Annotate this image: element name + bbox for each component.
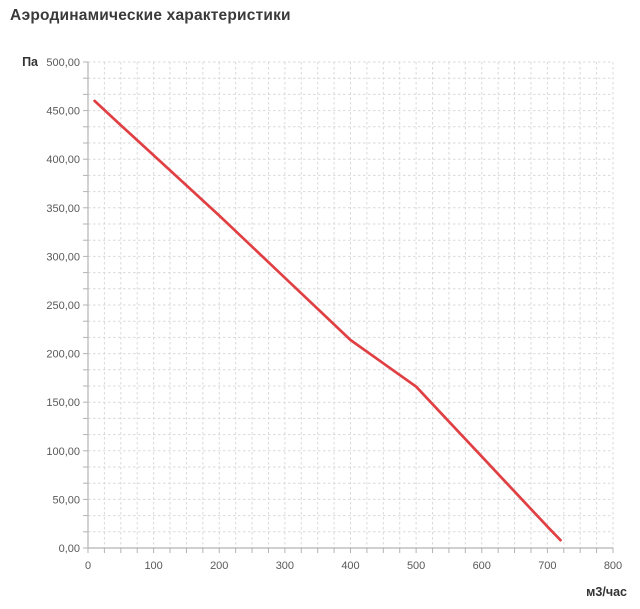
series-layer [93,99,562,542]
chart-title: Аэродинамические характеристики [10,7,291,24]
x-tick-label: 400 [341,560,359,572]
series-line [93,99,562,542]
x-tick-label: 800 [604,560,622,572]
x-tick-label: 200 [210,560,228,572]
y-tick-label: 100,00 [46,446,80,458]
axis-layer [83,61,614,553]
y-tick-label: 350,00 [46,203,80,215]
y-tick-label: 300,00 [46,251,80,263]
y-tick-label: 50,00 [52,494,80,506]
y-tick-label: 450,00 [46,106,80,118]
y-tick-label: 400,00 [46,154,80,166]
y-tick-label: 500,00 [46,57,80,69]
x-tick-label: 300 [276,560,294,572]
y-tick-label: 150,00 [46,397,80,409]
x-tick-label: 600 [473,560,491,572]
x-tick-label: 100 [144,560,162,572]
y-tick-label: 200,00 [46,349,80,361]
y-tick-label: 0,00 [59,543,80,555]
tick-label-layer: 0 100 200 300 400 500 600 700 800 0,00 50,00 100,00… [46,57,622,572]
grid-layer [88,61,614,548]
x-tick-label: 700 [538,560,556,572]
x-axis-unit-label: м3/час [586,585,627,599]
y-tick-label: 250,00 [46,300,80,312]
x-tick-label: 500 [407,560,425,572]
y-axis-unit-label: Па [22,55,39,69]
x-tick-label: 0 [85,560,91,572]
